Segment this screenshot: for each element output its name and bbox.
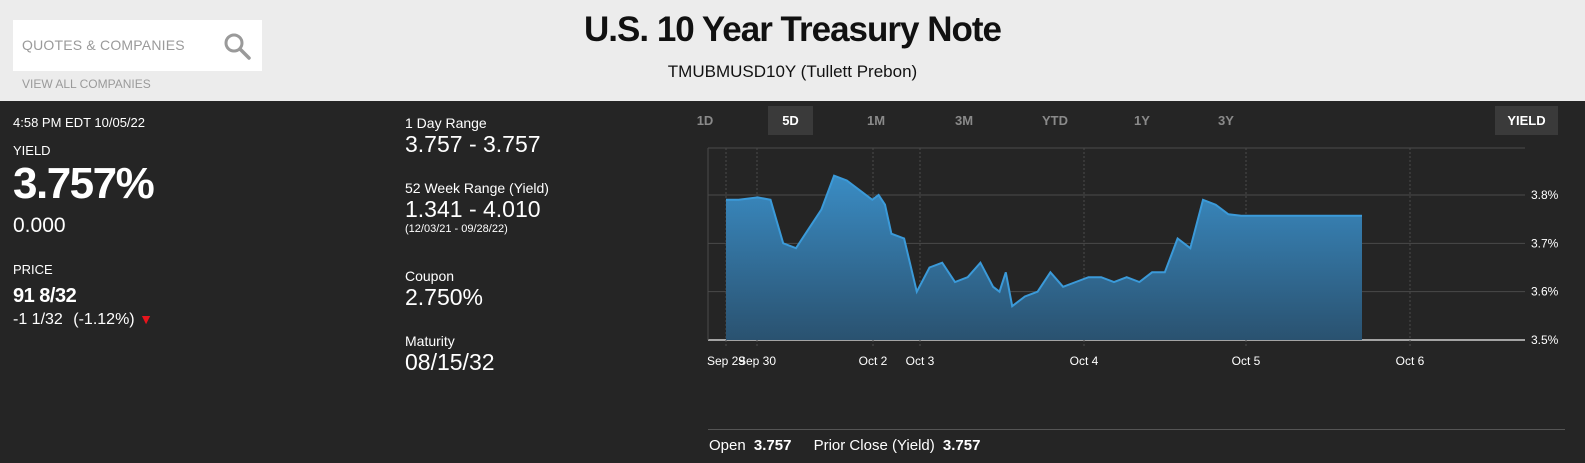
tab-1y[interactable]: 1Y	[1134, 113, 1150, 128]
day-range-value: 3.757 - 3.757	[405, 131, 541, 157]
yield-toggle-button[interactable]: YIELD	[1495, 106, 1558, 135]
yield-label: YIELD	[13, 143, 51, 158]
x-tick-label: Oct 5	[1232, 354, 1261, 368]
tab-3y[interactable]: 3Y	[1218, 113, 1234, 128]
divider	[708, 429, 1565, 430]
yield-change: 0.000	[13, 214, 66, 237]
coupon-value: 2.750%	[405, 284, 484, 310]
maturity-label: Maturity	[405, 333, 455, 349]
x-tick-label: Oct 2	[859, 354, 888, 368]
tab-3m[interactable]: 3M	[954, 113, 974, 128]
search-icon[interactable]	[223, 32, 251, 60]
tab-1m[interactable]: 1M	[866, 113, 886, 128]
price-change-row: -1 1/32 (-1.12%) ▼	[13, 311, 153, 329]
tab-5d[interactable]: 5D	[768, 106, 813, 135]
yield-value: 3.757%	[13, 159, 155, 208]
week52-dates: (12/03/21 - 09/28/22)	[405, 223, 508, 235]
x-tick-label: Sep 30	[738, 354, 776, 368]
series-line	[726, 174, 1362, 308]
x-tick-label: Oct 3	[906, 354, 935, 368]
week52-block: 52 Week Range (Yield) 1.341 - 4.010 (12/…	[405, 180, 549, 235]
day-range-label: 1 Day Range	[405, 115, 487, 131]
page-subtitle: TMUBMUSD10Y (Tullett Prebon)	[667, 62, 918, 81]
top-bar: QUOTES & COMPANIES VIEW ALL COMPANIES U.…	[0, 0, 1585, 101]
coupon-label: Coupon	[405, 268, 455, 284]
open-value: 3.757	[753, 437, 792, 454]
tab-1d[interactable]: 1D	[696, 113, 714, 128]
prior-close-label: Prior Close (Yield)	[813, 437, 935, 454]
week52-value: 1.341 - 4.010	[405, 196, 541, 222]
maturity-value: 08/15/32	[405, 349, 495, 375]
search-input[interactable]: QUOTES & COMPANIES	[22, 37, 185, 53]
view-all-companies-link[interactable]: VIEW ALL COMPANIES	[22, 77, 151, 91]
search-box[interactable]: QUOTES & COMPANIES	[13, 20, 262, 71]
y-tick-label: 3.6%	[1531, 285, 1559, 299]
maturity-block: Maturity 08/15/32	[405, 333, 495, 376]
day-range-block: 1 Day Range 3.757 - 3.757	[405, 115, 541, 158]
x-tick-label: Oct 6	[1396, 354, 1425, 368]
y-tick-label: 3.7%	[1531, 236, 1559, 250]
timestamp: 4:58 PM EDT 10/05/22	[13, 115, 146, 130]
y-tick-label: 3.8%	[1531, 188, 1559, 202]
price-label: PRICE	[13, 262, 53, 277]
price-change-pct: (-1.12%)	[73, 311, 135, 328]
y-tick-label: 3.5%	[1531, 333, 1559, 347]
open-prior-row: Open 3.757 Prior Close (Yield) 3.757	[709, 437, 980, 454]
prior-close-value: 3.757	[942, 437, 981, 454]
down-arrow-icon: ▼	[139, 311, 153, 327]
x-tick-label: Oct 4	[1070, 354, 1099, 368]
x-tick-label: Sep 29	[707, 354, 745, 368]
coupon-block: Coupon 2.750%	[405, 268, 483, 311]
price-value: 91 8/32	[13, 285, 77, 307]
week52-label: 52 Week Range (Yield)	[405, 180, 549, 196]
series-area	[726, 175, 1362, 340]
quote-panel: 4:58 PM EDT 10/05/22 YIELD 3.757% 0.000 …	[13, 115, 155, 329]
price-change: -1 1/32	[13, 311, 63, 328]
tab-ytd[interactable]: YTD	[1042, 113, 1068, 128]
page-title: U.S. 10 Year Treasury Note	[584, 10, 1002, 49]
open-label: Open	[709, 437, 746, 454]
